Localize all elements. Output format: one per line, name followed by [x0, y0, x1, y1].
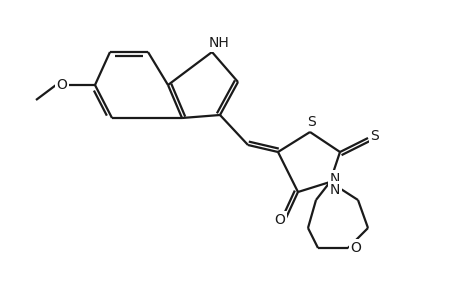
Text: O: O	[56, 78, 67, 92]
Text: O: O	[350, 241, 361, 255]
Text: NH: NH	[208, 36, 229, 50]
Text: N: N	[329, 183, 340, 197]
Text: N: N	[329, 172, 340, 186]
Text: S: S	[307, 115, 316, 129]
Text: S: S	[370, 129, 379, 143]
Text: O: O	[274, 213, 285, 227]
